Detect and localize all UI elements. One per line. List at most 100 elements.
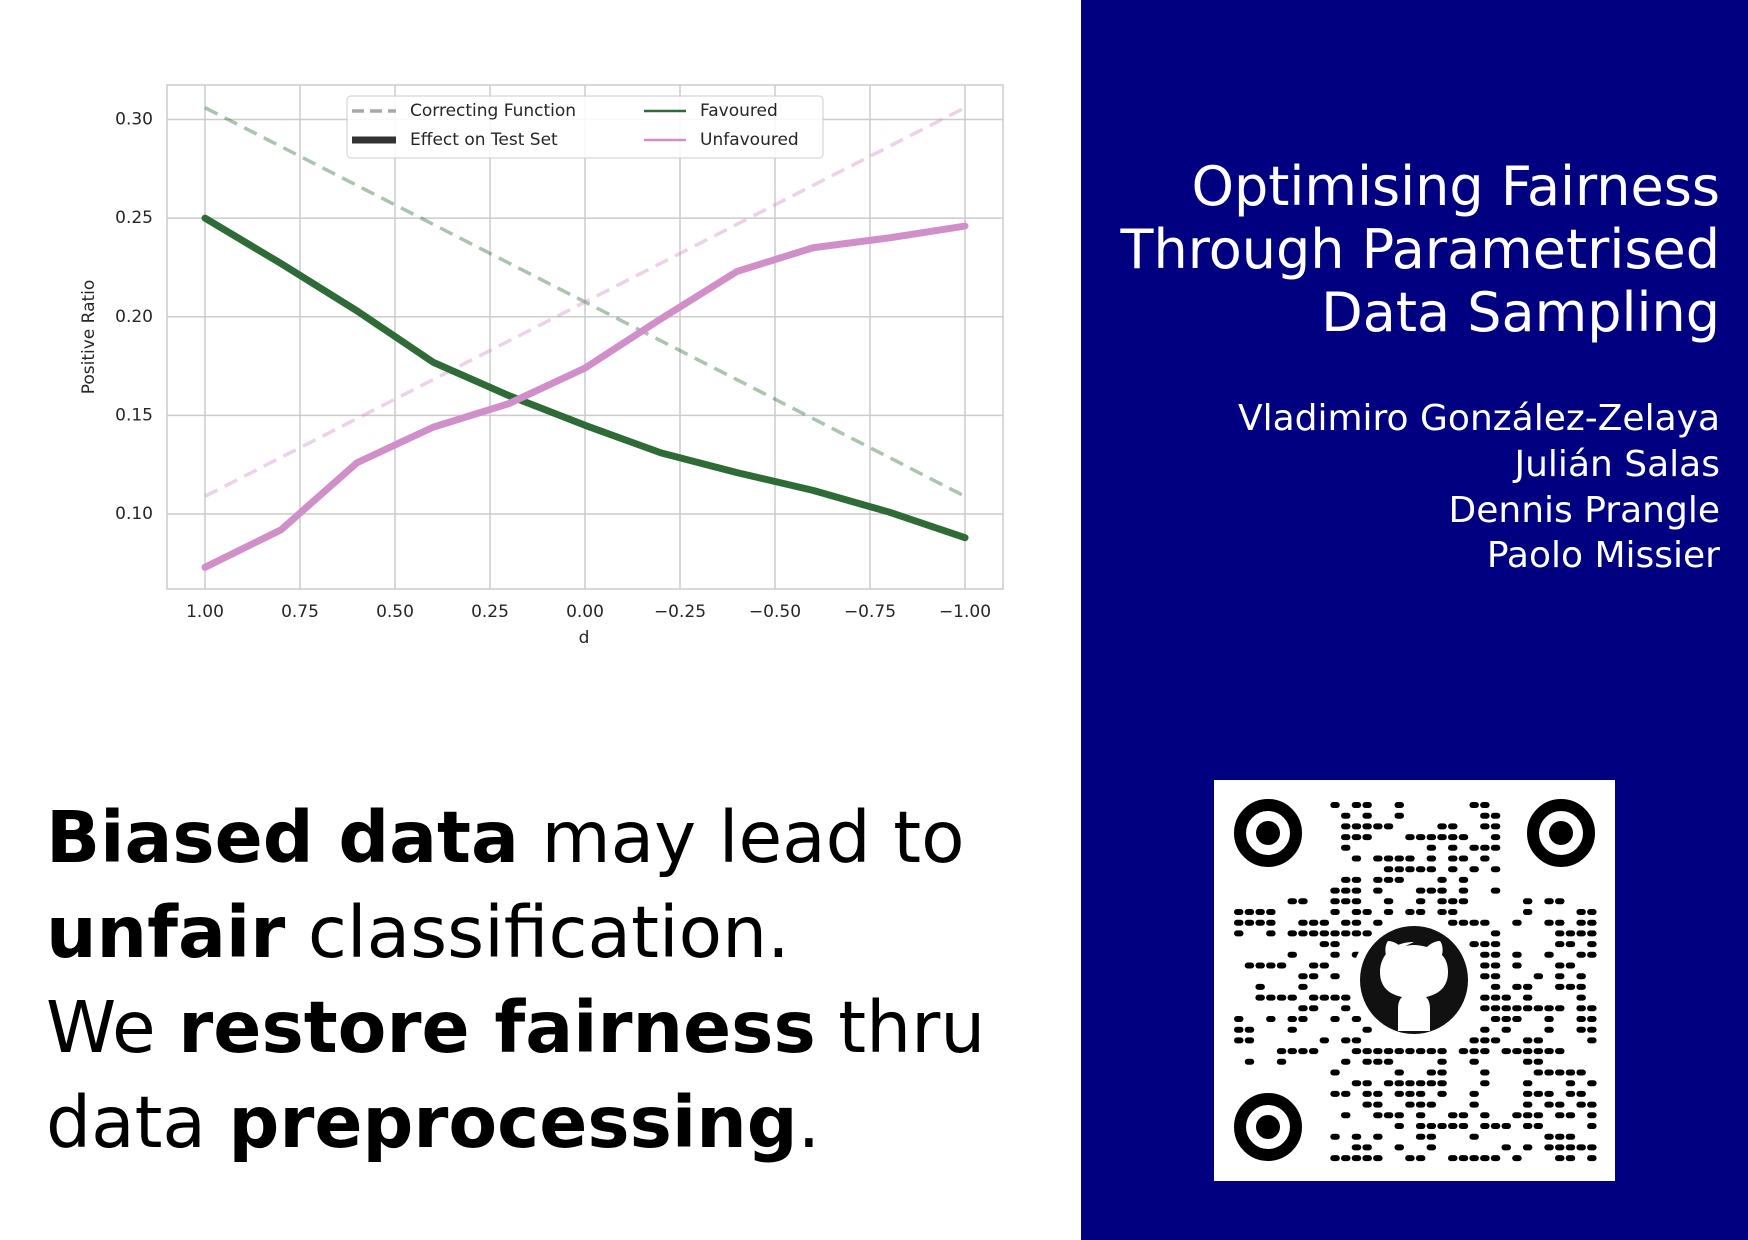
qr-module — [1480, 962, 1490, 969]
qr-module — [1405, 866, 1415, 873]
qr-module — [1362, 834, 1372, 841]
qr-module — [1362, 930, 1372, 937]
qr-module — [1448, 834, 1458, 841]
qr-module — [1266, 962, 1276, 969]
qr-module — [1469, 1048, 1479, 1055]
qr-module — [1458, 887, 1469, 894]
qr-module — [1362, 1101, 1372, 1108]
headline-text: We — [46, 986, 179, 1069]
qr-module — [1469, 1155, 1479, 1162]
qr-module — [1490, 834, 1501, 841]
qr-module — [1244, 1037, 1255, 1044]
qr-module — [1437, 823, 1447, 830]
qr-module — [1437, 1058, 1447, 1065]
qr-module — [1501, 1144, 1511, 1151]
qr-module — [1415, 1155, 1426, 1162]
qr-module — [1480, 1005, 1490, 1012]
qr-module — [1522, 1112, 1533, 1119]
qr-module — [1469, 919, 1479, 926]
qr-module — [1448, 823, 1458, 830]
qr-module — [1490, 1123, 1501, 1129]
qr-module — [1480, 1069, 1490, 1076]
qr-module — [1266, 909, 1276, 915]
qr-module — [1490, 866, 1501, 873]
qr-module — [1319, 919, 1330, 926]
qr-module — [1565, 1144, 1576, 1151]
qr-module — [1330, 887, 1340, 894]
qr-module — [1351, 1048, 1362, 1055]
qr-module — [1341, 823, 1351, 830]
qr-module — [1587, 1080, 1597, 1087]
qr-module — [1544, 1069, 1554, 1076]
qr-module — [1351, 855, 1362, 862]
qr-module — [1522, 1048, 1533, 1055]
qr-module — [1437, 1123, 1447, 1129]
qr-module — [1480, 941, 1490, 948]
headline: Biased data may lead to unfair classifica… — [46, 790, 985, 1170]
qr-module — [1287, 1016, 1297, 1022]
qr-module — [1426, 844, 1437, 851]
qr-module — [1373, 1133, 1383, 1140]
qr-module — [1341, 1112, 1351, 1119]
qr-module — [1522, 909, 1533, 915]
x-tick-label: 0.75 — [281, 602, 319, 622]
qr-module — [1383, 909, 1394, 915]
qr-module — [1330, 941, 1340, 948]
qr-module — [1341, 887, 1351, 894]
qr-module — [1522, 1037, 1533, 1044]
qr-module — [1383, 823, 1394, 830]
qr-module — [1394, 855, 1404, 862]
qr-module — [1341, 834, 1351, 841]
qr-module — [1565, 1133, 1576, 1140]
qr-module — [1287, 994, 1297, 1001]
x-axis-label: d — [579, 628, 590, 648]
qr-module — [1362, 802, 1372, 808]
qr-module — [1373, 855, 1383, 862]
qr-module — [1255, 919, 1265, 926]
qr-module — [1565, 930, 1576, 937]
qr-module — [1351, 919, 1362, 926]
qr-module — [1244, 909, 1255, 915]
qr-module — [1341, 1005, 1351, 1012]
headline-text: restore fairness — [178, 986, 816, 1069]
qr-module — [1330, 1016, 1340, 1022]
qr-module — [1501, 994, 1511, 1001]
qr-module — [1255, 909, 1265, 915]
qr-module — [1490, 994, 1501, 1001]
qr-module — [1469, 844, 1479, 851]
qr-module — [1437, 909, 1447, 915]
qr-module — [1426, 1133, 1437, 1140]
qr-module — [1480, 1080, 1490, 1087]
qr-module — [1555, 962, 1565, 969]
qr-module — [1330, 973, 1340, 980]
qr-module — [1373, 1048, 1383, 1055]
qr-module — [1480, 844, 1490, 851]
qr-module — [1522, 994, 1533, 1001]
qr-module — [1319, 941, 1330, 948]
qr-module — [1544, 1026, 1554, 1033]
qr-module — [1490, 1037, 1501, 1044]
qr-module — [1234, 909, 1244, 915]
qr-module — [1308, 1005, 1319, 1012]
qr-module — [1373, 919, 1383, 926]
qr-module — [1234, 930, 1244, 937]
qr-module — [1298, 919, 1308, 926]
x-tick-label: −0.75 — [844, 602, 896, 622]
qr-module — [1298, 898, 1308, 905]
qr-module — [1501, 1005, 1511, 1012]
qr-module — [1351, 909, 1362, 915]
qr-module — [1576, 1069, 1586, 1076]
qr-module — [1469, 1090, 1479, 1097]
qr-module — [1490, 1155, 1501, 1162]
qr-module — [1394, 1112, 1404, 1119]
title-line: Through Parametrised — [1120, 218, 1720, 281]
qr-module — [1298, 1048, 1308, 1055]
qr-module — [1351, 1080, 1362, 1087]
headline-line: data preprocessing. — [46, 1075, 985, 1170]
qr-module — [1255, 962, 1265, 969]
qr-module — [1544, 1144, 1554, 1151]
qr-module — [1405, 1080, 1415, 1087]
qr-module — [1437, 876, 1447, 883]
qr-module — [1415, 1133, 1426, 1140]
correcting-line — [204, 106, 966, 498]
